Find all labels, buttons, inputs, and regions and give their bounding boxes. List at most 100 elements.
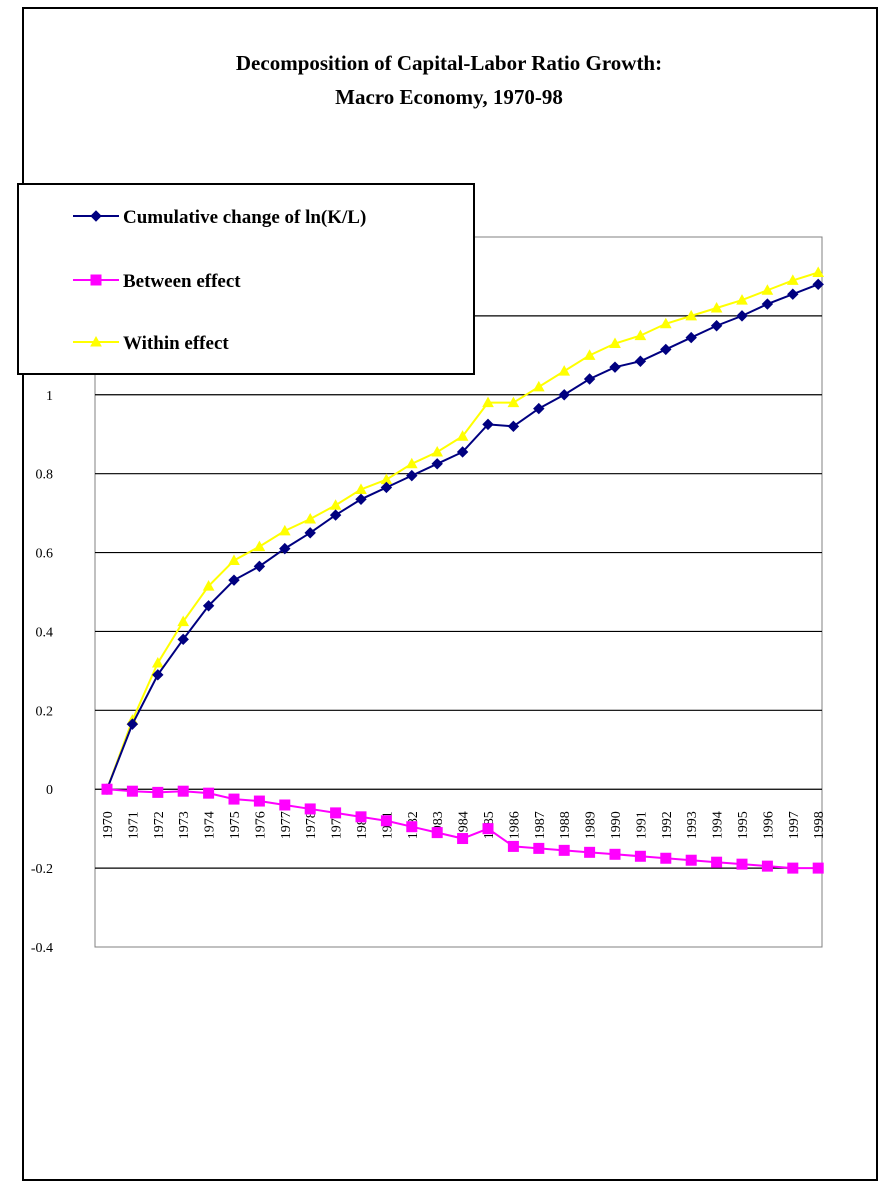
x-tick-label: 1977	[279, 811, 294, 839]
data-point-triangle	[405, 457, 418, 469]
data-point-diamond	[304, 527, 316, 539]
data-point-triangle	[355, 483, 367, 494]
series-2	[101, 266, 825, 794]
x-tick-label: 1972	[152, 811, 167, 839]
data-point-triangle	[278, 524, 291, 536]
y-axis-tick-labels: -0.4 -0.2 0 0.2 0.4 0.6 0.8 1	[31, 389, 53, 956]
data-point-square	[711, 856, 723, 868]
data-point-square	[126, 785, 138, 797]
data-point-square	[431, 827, 443, 839]
data-point-triangle	[558, 365, 571, 376]
data-point-diamond	[456, 446, 469, 458]
data-point-square	[228, 793, 240, 805]
data-point-triangle	[583, 349, 596, 360]
data-point-triangle	[151, 656, 164, 668]
data-point-diamond	[431, 458, 443, 470]
data-point-square	[203, 787, 215, 799]
legend-entry: Cumulative change of ln(K/L)	[73, 207, 366, 228]
data-point-triangle	[634, 329, 647, 341]
data-point-diamond	[406, 469, 418, 482]
data-point-diamond	[736, 310, 748, 322]
chart-subtitle: Macro Economy, 1970-98	[335, 85, 563, 109]
data-point-square	[558, 844, 570, 856]
legend-items: Cumulative change of ln(K/L) Between effe…	[73, 207, 366, 354]
data-point-triangle	[329, 499, 342, 510]
data-point-diamond	[609, 361, 621, 373]
data-point-diamond	[685, 331, 697, 344]
data-point-diamond	[660, 343, 672, 356]
data-point-diamond	[202, 600, 215, 612]
y-tick-label: 1	[46, 389, 53, 404]
data-point-square	[736, 858, 748, 870]
data-point-square	[609, 848, 621, 860]
data-point-triangle	[304, 512, 317, 524]
x-tick-label: 1998	[812, 811, 827, 839]
data-point-diamond	[482, 418, 494, 431]
y-tick-label: -0.4	[31, 941, 53, 956]
y-tick-label: 0.4	[36, 625, 54, 640]
data-point-square	[177, 785, 189, 797]
y-tick-label: 0.6	[36, 547, 54, 562]
data-point-square	[533, 842, 545, 854]
x-tick-label: 1974	[203, 811, 218, 839]
data-point-square	[101, 783, 113, 795]
legend-label: Between effect	[123, 271, 241, 292]
x-tick-label: 1986	[507, 811, 522, 839]
data-point-square	[279, 799, 291, 811]
data-point-diamond	[710, 320, 723, 332]
data-point-square	[685, 854, 697, 866]
data-point-diamond	[787, 288, 799, 300]
legend-label: Cumulative change of ln(K/L)	[123, 207, 366, 228]
data-point-diamond	[329, 509, 342, 521]
data-point-diamond	[533, 402, 545, 415]
data-point-square	[787, 862, 799, 874]
data-point-square	[507, 840, 519, 852]
data-point-triangle	[90, 335, 102, 347]
x-tick-label: 1991	[634, 811, 649, 839]
x-tick-label: 1984	[457, 811, 472, 839]
data-point-square	[253, 795, 265, 807]
legend-entry: Within effect	[73, 333, 229, 354]
x-tick-label: 1995	[736, 811, 751, 839]
data-point-triangle	[736, 294, 748, 305]
series-layer	[101, 266, 825, 874]
data-point-square	[660, 852, 672, 864]
data-point-triangle	[431, 445, 444, 457]
data-point-triangle	[761, 284, 774, 295]
data-point-square	[90, 274, 102, 286]
data-point-triangle	[177, 615, 190, 627]
data-point-triangle	[253, 540, 266, 552]
data-point-square	[406, 821, 418, 833]
y-tick-label: -0.2	[31, 862, 53, 877]
series-1	[101, 783, 824, 874]
data-point-diamond	[126, 718, 139, 730]
x-tick-label: 1993	[685, 811, 700, 839]
data-point-diamond	[228, 574, 240, 586]
data-point-diamond	[152, 669, 164, 681]
data-point-triangle	[710, 301, 723, 313]
data-point-diamond	[583, 373, 596, 385]
x-tick-label: 1971	[126, 811, 141, 839]
data-point-diamond	[812, 278, 824, 291]
data-point-square	[304, 803, 316, 815]
data-point-triangle	[786, 274, 799, 285]
legend-entry: Between effect	[73, 271, 241, 292]
data-point-diamond	[253, 560, 266, 573]
y-tick-label: 0.2	[36, 704, 54, 719]
x-tick-label: 1987	[533, 811, 548, 839]
data-point-diamond	[279, 542, 291, 555]
data-point-triangle	[482, 396, 494, 408]
data-point-square	[634, 850, 646, 862]
x-tick-label: 1997	[787, 811, 802, 839]
data-point-triangle	[685, 309, 698, 321]
data-point-triangle	[507, 396, 520, 408]
x-tick-label: 1990	[609, 811, 624, 839]
data-point-square	[457, 833, 469, 845]
gridlines	[95, 315, 822, 869]
data-point-diamond	[761, 298, 774, 310]
data-point-triangle	[202, 580, 215, 591]
legend-label: Within effect	[123, 333, 229, 354]
x-tick-label: 1996	[761, 811, 776, 839]
